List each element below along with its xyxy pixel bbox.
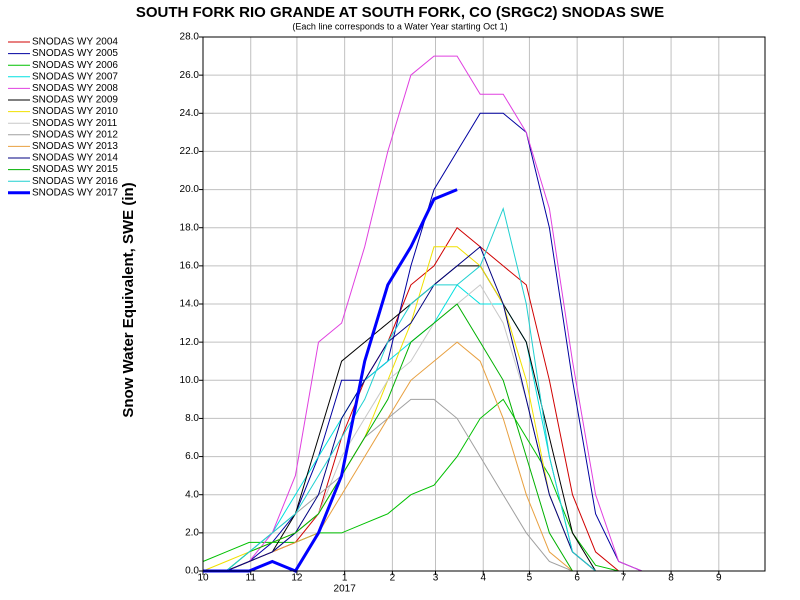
y-tick-label: 14.0 (180, 299, 200, 310)
x-tick-label: 7 (621, 573, 627, 584)
legend-label: SNODAS WY 2004 (32, 37, 118, 48)
chart-title: SOUTH FORK RIO GRANDE AT SOUTH FORK, CO … (136, 4, 664, 21)
plot-frame (202, 36, 766, 572)
legend-label: SNODAS WY 2017 (32, 187, 118, 198)
legend-label: SNODAS WY 2012 (32, 129, 118, 140)
legend-label: SNODAS WY 2009 (32, 95, 118, 106)
y-tick-label: 20.0 (180, 184, 200, 195)
x-tick-label: 9 (716, 573, 722, 584)
x-tick-label: 5 (527, 573, 533, 584)
x-tick-label: 4 (480, 573, 486, 584)
legend-label: SNODAS WY 2011 (32, 118, 118, 129)
legend-label: SNODAS WY 2010 (32, 106, 118, 117)
y-tick-label: 26.0 (180, 70, 200, 81)
x-tick-label: 12 (291, 573, 303, 584)
legend-label: SNODAS WY 2014 (32, 153, 118, 164)
y-axis-label: Snow Water Equivalent, SWE (in) (120, 182, 137, 417)
y-tick-label: 0.0 (185, 566, 199, 577)
y-tick-label: 6.0 (185, 451, 199, 462)
y-tick-label: 12.0 (180, 337, 200, 348)
x-tick-label: 8 (668, 573, 674, 584)
x-tick-label: 10 (197, 573, 209, 584)
legend-label: SNODAS WY 2015 (32, 164, 118, 175)
y-tick-label: 24.0 (180, 108, 200, 119)
legend-label: SNODAS WY 2008 (32, 83, 118, 94)
legend-label: SNODAS WY 2007 (32, 71, 118, 82)
y-tick-label: 18.0 (180, 222, 200, 233)
x-tick-label: 2 (390, 573, 396, 584)
legend-label: SNODAS WY 2006 (32, 60, 118, 71)
x-tick-label: 1 (342, 573, 348, 584)
legend-label: SNODAS WY 2005 (32, 48, 118, 59)
y-tick-label: 2.0 (185, 527, 199, 538)
x-tick-label: 11 (246, 573, 257, 584)
y-tick-label: 4.0 (185, 489, 199, 500)
year-label: 2017 (334, 584, 357, 595)
x-tick-label: 3 (433, 573, 439, 584)
y-tick-label: 8.0 (185, 413, 199, 424)
legend-label: SNODAS WY 2013 (32, 141, 118, 152)
x-tick-label: 6 (574, 573, 580, 584)
chart-subtitle: (Each line corresponds to a Water Year s… (292, 21, 507, 31)
legend-label: SNODAS WY 2016 (32, 176, 118, 187)
y-tick-label: 16.0 (180, 260, 200, 271)
y-tick-label: 10.0 (180, 375, 200, 386)
y-tick-label: 28.0 (180, 32, 200, 43)
y-tick-label: 22.0 (180, 146, 200, 157)
